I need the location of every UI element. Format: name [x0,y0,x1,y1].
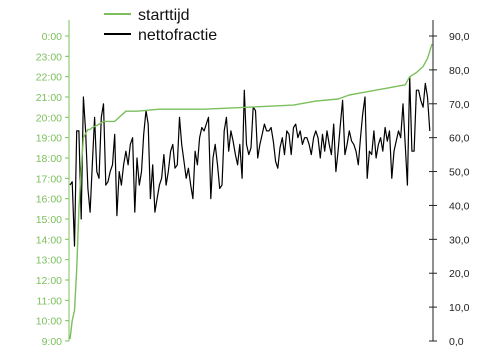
right-tick-label: 80,0 [449,65,470,77]
right-tick-label: 20,0 [449,268,470,280]
left-tick-label: 9:00 [42,336,63,348]
left-tick-label: 12:00 [36,275,62,287]
right-tick-label: 50,0 [449,167,470,179]
right-tick-label: 60,0 [449,133,470,145]
left-tick-label: 18:00 [36,153,62,165]
left-tick-label: 14:00 [36,234,62,246]
right-tick-label: 0,0 [449,336,464,348]
left-tick-label: 23:00 [36,51,62,63]
right-tick-label: 10,0 [449,302,470,314]
left-tick-label: 16:00 [36,194,62,206]
right-tick-label: 30,0 [449,234,470,246]
legend: starttijd nettofractie [104,7,217,44]
left-tick-label: 22:00 [36,72,62,84]
left-tick-label: 15:00 [36,214,62,226]
legend-label-nettofractie: nettofractie [138,27,217,44]
left-tick-label: 19:00 [36,133,62,145]
left-tick-label: 17:00 [36,173,62,185]
left-tick-label: 0:00 [42,31,63,43]
left-tick-label: 10:00 [36,316,62,328]
left-axis: 0:00 23:00 22:00 21:00 20:00 19:00 18:00 17:00 1… [36,20,70,348]
right-axis: 90,0 80,0 70,0 60,0 50,0 40,0 30,0 20,0 10,0 0,0 [429,20,470,348]
left-tick-label: 21:00 [36,92,62,104]
legend-label-starttijd: starttijd [138,7,190,24]
left-tick-label: 20:00 [36,112,62,124]
left-tick-label: 13:00 [36,255,62,267]
left-tick-label: 11:00 [37,295,63,307]
series-line-starttijd [69,43,433,340]
right-tick-label: 70,0 [449,99,470,111]
right-tick-label: 40,0 [449,200,470,212]
plot-lines [69,43,433,340]
series-line-nettofractie [69,76,431,247]
right-tick-label: 90,0 [449,31,470,43]
